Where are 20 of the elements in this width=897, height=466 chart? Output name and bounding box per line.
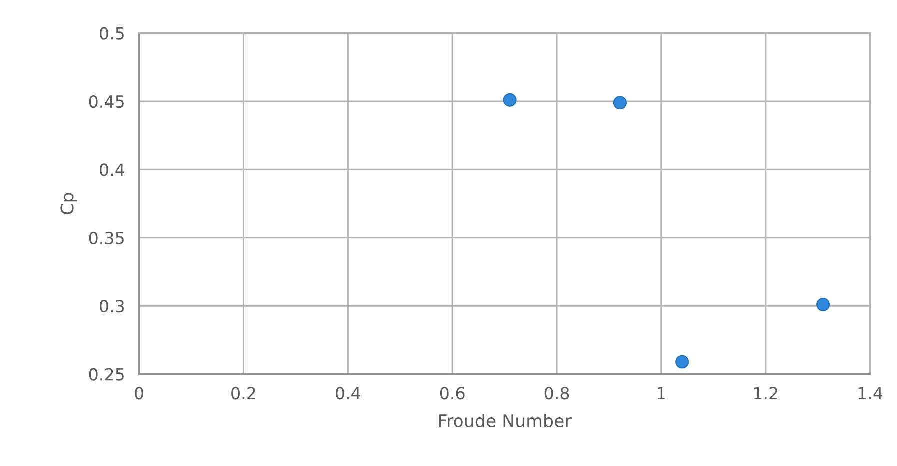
x-tick-label: 1.4: [858, 387, 883, 400]
y-tick-label: 0.5: [100, 27, 124, 40]
x-tick-label: 0.8: [544, 387, 570, 400]
x-tick-label: 1.2: [754, 387, 778, 400]
x-axis-title: Froude Number: [439, 414, 572, 428]
y-tick-label: 0.45: [89, 95, 124, 108]
point: [503, 93, 517, 107]
y-tick-label: 0.35: [89, 232, 124, 244]
point: [816, 298, 830, 312]
x-tick-label: 0: [135, 387, 144, 400]
x-tick-label: 0.4: [336, 387, 360, 400]
y-tick-label: 0.4: [100, 164, 124, 176]
y-tick-label: 0.3: [100, 300, 124, 313]
y-tick-label: 0.25: [89, 368, 124, 381]
point: [613, 96, 627, 110]
point: [676, 355, 690, 369]
x-tick-label: 0.2: [232, 387, 256, 400]
x-tick-label: 0.6: [440, 387, 465, 400]
x-tick-label: 1: [658, 387, 666, 400]
y-axis-title: Cp: [60, 193, 78, 214]
